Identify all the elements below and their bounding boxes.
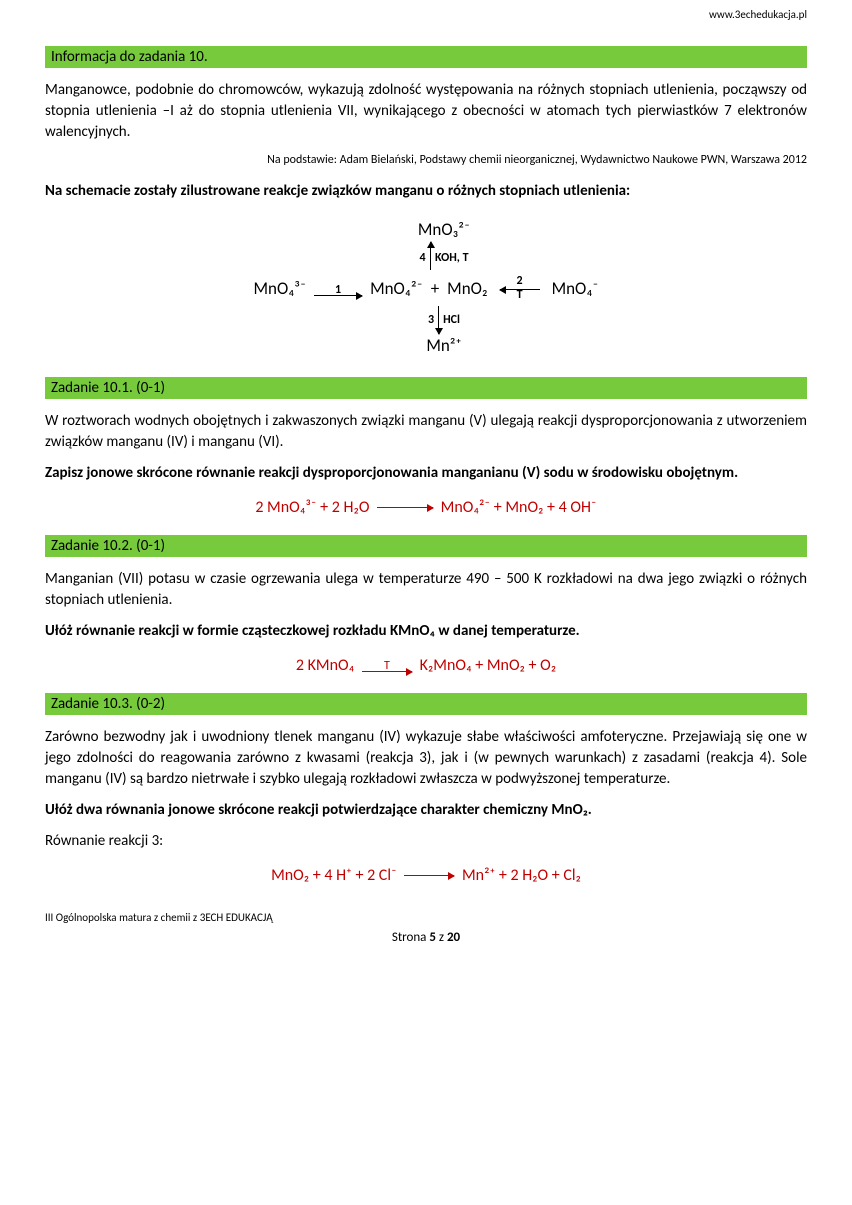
schema-bottom: Mn²⁺ xyxy=(426,336,461,356)
arrow-up-icon xyxy=(430,242,431,270)
arrow2: 2 T xyxy=(496,276,544,302)
task-10-1-text: W roztworach wodnych obojętnych i zakwas… xyxy=(45,411,807,453)
equation-10-3: MnO₂ + 4 H⁺ + 2 Cl⁻ Mn²⁺ + 2 H₂O + Cl₂ xyxy=(45,866,807,885)
arrow3-num: 3 xyxy=(428,313,434,327)
arrow2-bottom: T xyxy=(517,288,523,302)
arrow3-label: HCl xyxy=(443,313,460,327)
task-10-3-r3: Równanie reakcji 3: xyxy=(45,831,807,852)
task-10-1-bar: Zadanie 10.1. (0-1) xyxy=(45,377,807,399)
equation-10-2: 2 KMnO₄ T K₂MnO₄ + MnO₂ + O₂ xyxy=(45,656,807,675)
schema-mid: MnO₄²⁻ xyxy=(370,279,423,299)
page-number: Strona 5 z 20 xyxy=(45,930,807,945)
arrow-right-icon-2 xyxy=(404,875,454,876)
schema-center: MnO₂ xyxy=(447,279,487,299)
page-current: 5 xyxy=(429,930,436,945)
arrow1: 1 xyxy=(310,283,366,296)
page-sep: z xyxy=(436,930,447,945)
equation-10-1: 2 MnO₄³⁻ + 2 H₂O MnO₄²⁻ + MnO₂ + 4 OH⁻ xyxy=(45,498,807,517)
task-10-2-bar: Zadanie 10.2. (0-1) xyxy=(45,535,807,557)
page-prefix: Strona xyxy=(392,930,430,945)
eq102-right: K₂MnO₄ + MnO₂ + O₂ xyxy=(420,656,557,675)
site-url: www.3echedukacja.pl xyxy=(45,8,807,21)
arrow4-label: KOH, T xyxy=(435,251,468,265)
schema-left: MnO₄³⁻ xyxy=(254,279,307,299)
plus-sign: + xyxy=(431,279,439,299)
task-10-3-instruction: Ułóż dwa równania jonowe skrócone reakcj… xyxy=(45,800,807,821)
page-total: 20 xyxy=(447,930,460,945)
schema-top: MnO₃²⁻ xyxy=(418,220,470,240)
task-10-2-instruction: Ułóż równanie reakcji w formie cząsteczk… xyxy=(45,621,807,642)
eq102-left: 2 KMnO₄ xyxy=(296,656,354,675)
eq103-right: Mn²⁺ + 2 H₂O + Cl₂ xyxy=(462,866,581,885)
eq101-right: MnO₄²⁻ + MnO₂ + 4 OH⁻ xyxy=(441,498,597,517)
arrow-down-icon xyxy=(438,306,439,334)
reaction-schema: MnO₃²⁻ 4 KOH, T 4 KOH, T MnO₄³⁻ 1 MnO₄²⁻… xyxy=(45,220,807,357)
eq101-left: 2 MnO₄³⁻ + 2 H₂O xyxy=(255,498,369,517)
info-bar: Informacja do zadania 10. xyxy=(45,46,807,68)
arrow2-num: 2 xyxy=(517,274,523,288)
eq103-left: MnO₂ + 4 H⁺ + 2 Cl⁻ xyxy=(271,866,397,885)
task-10-1-instruction: Zapisz jonowe skrócone równanie reakcji … xyxy=(45,463,807,484)
arrow4-num: 4 xyxy=(419,251,425,265)
footer-note: III Ogólnopolska matura z chemii z 3ECH … xyxy=(45,911,807,924)
arrow-right-icon xyxy=(377,507,433,508)
citation: Na podstawie: Adam Bielański, Podstawy c… xyxy=(45,153,807,167)
schema-right: MnO₄⁻ xyxy=(552,279,599,299)
arrow-T: T xyxy=(358,659,416,672)
task-10-3-text: Zarówno bezwodny jak i uwodniony tlenek … xyxy=(45,727,807,790)
schema-caption: Na schemacie zostały zilustrowane reakcj… xyxy=(45,181,807,202)
task-10-2-text: Manganian (VII) potasu w czasie ogrzewan… xyxy=(45,569,807,611)
task-10-3-bar: Zadanie 10.3. (0-2) xyxy=(45,693,807,715)
intro-paragraph: Manganowce, podobnie do chromowców, wyka… xyxy=(45,80,807,143)
